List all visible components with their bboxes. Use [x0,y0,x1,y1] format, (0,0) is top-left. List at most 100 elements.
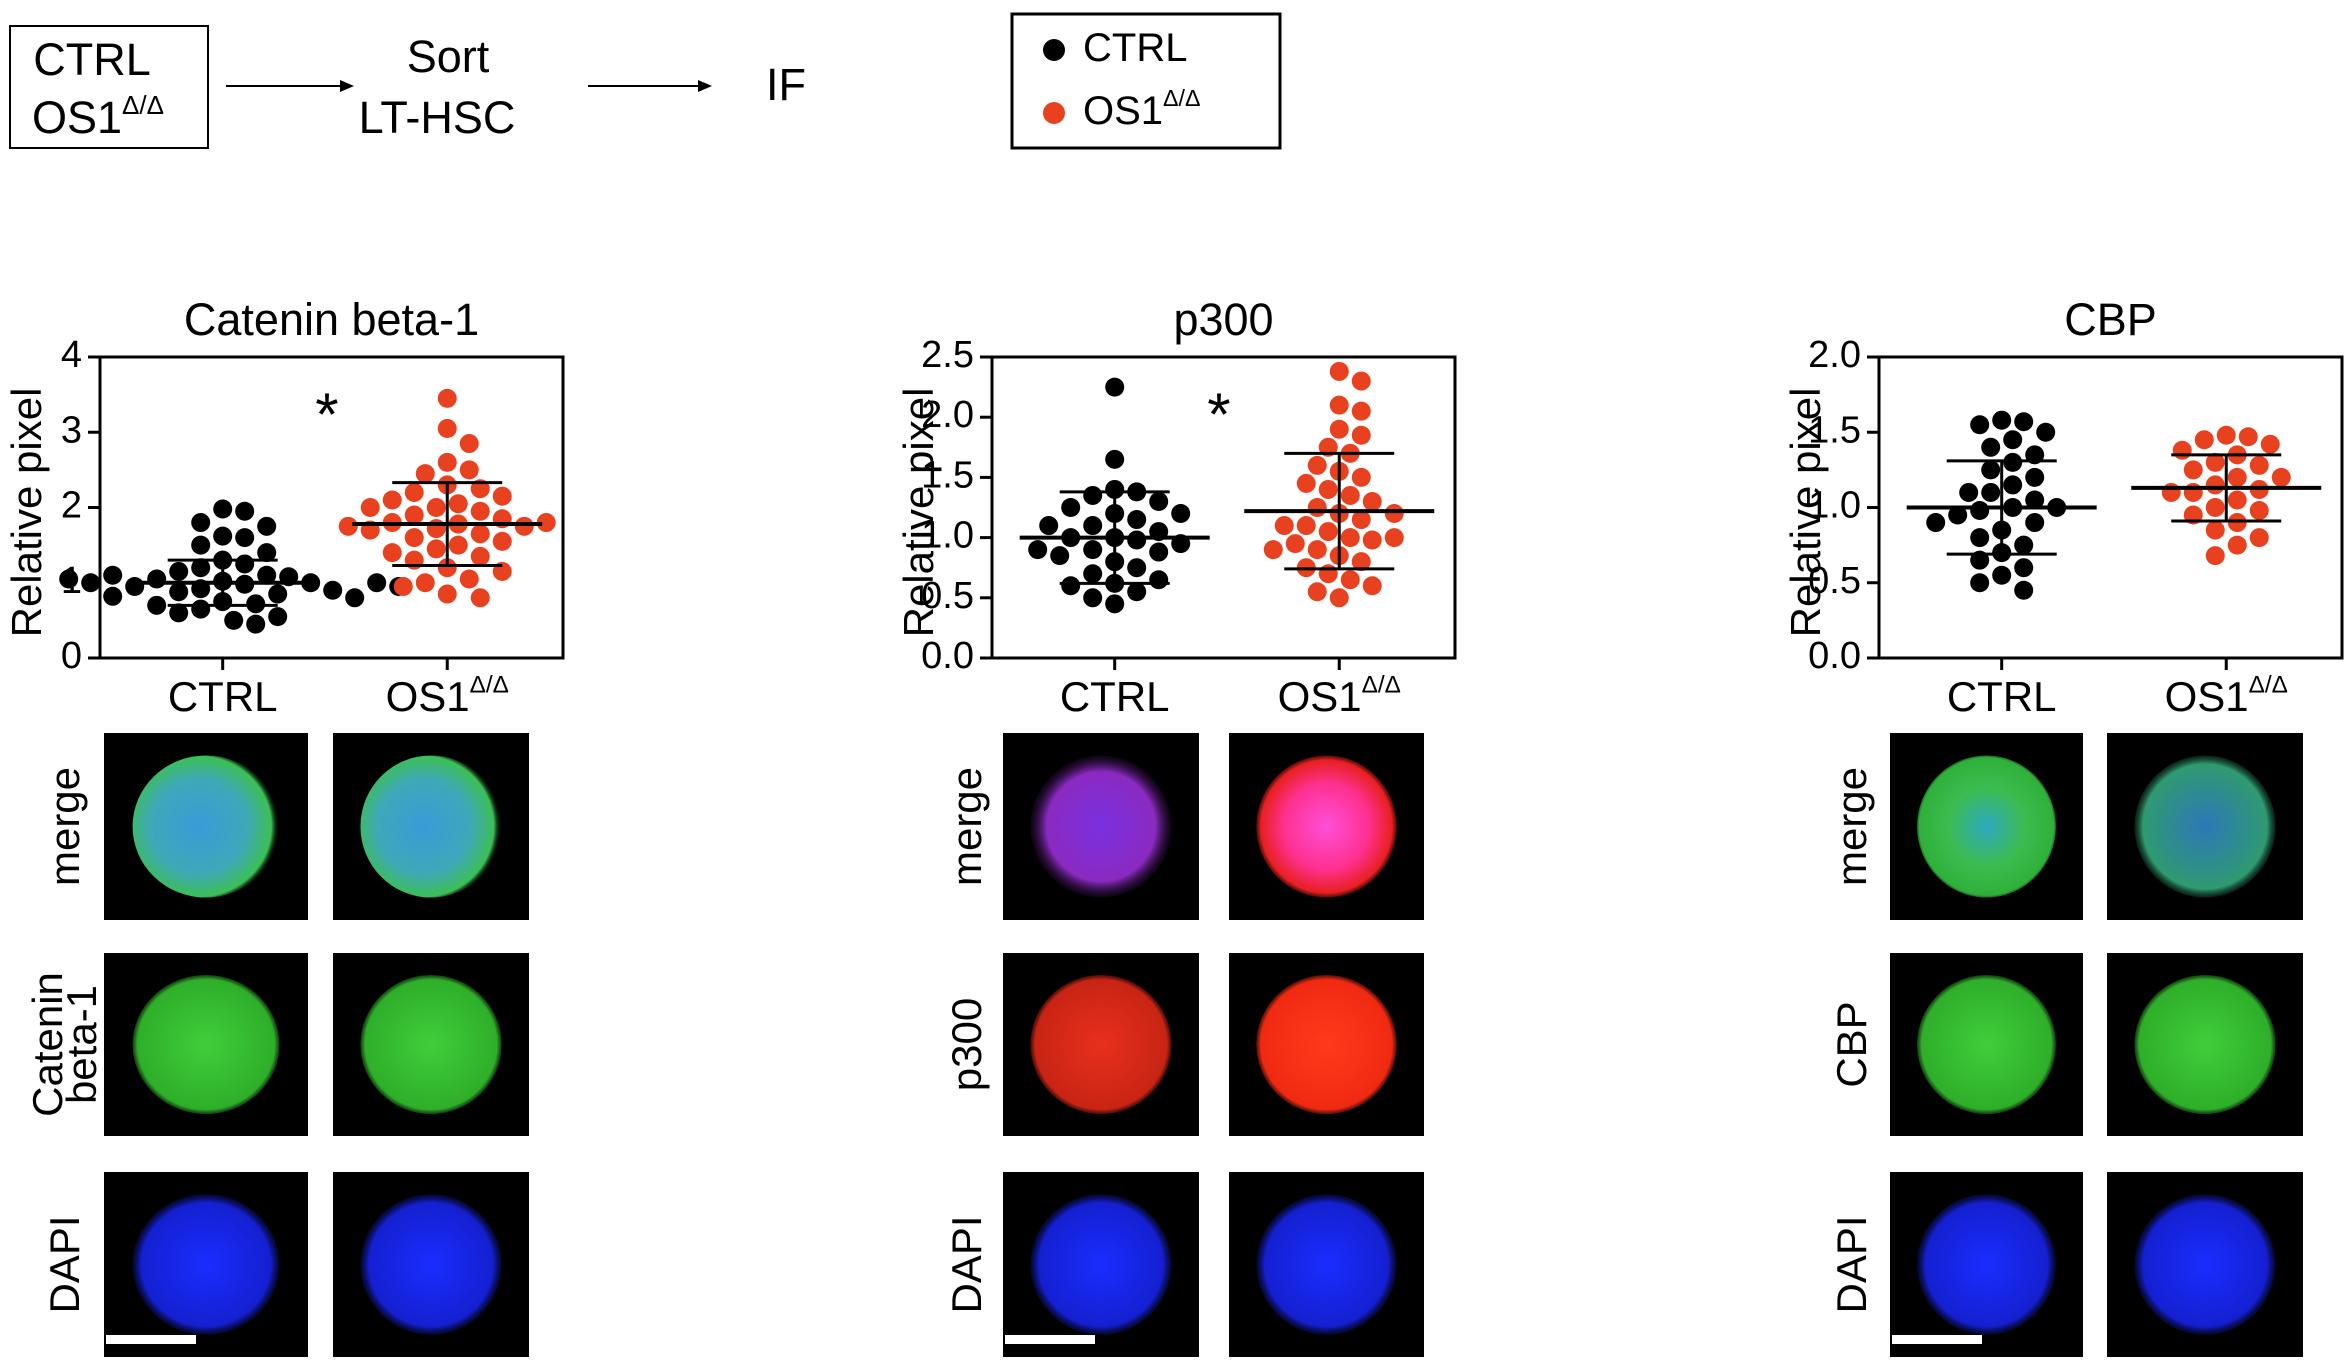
cell [360,974,502,1115]
y-tick-label: 0.0 [1808,635,1861,677]
row-label: merge [1828,767,1875,886]
data-point [169,561,189,581]
data-point [1351,371,1371,391]
data-point [536,513,556,533]
data-point [470,588,490,608]
x-tick-label-sup: Δ/Δ [470,672,509,699]
legend-label-sup: Δ/Δ [1163,85,1200,111]
data-point [323,580,343,600]
data-point [1329,395,1349,415]
data-point [382,490,402,510]
data-point [1351,425,1371,445]
data-point [1039,516,1059,536]
data-point [191,535,211,555]
data-point [2183,482,2203,502]
data-point [2249,528,2269,548]
data-point [1970,501,1990,521]
data-point [2227,513,2247,533]
data-point [2003,430,2023,450]
data-point [224,610,244,630]
data-point [213,526,233,546]
data-point [1948,505,1968,525]
data-point [1318,522,1338,542]
y-axis-label: Relative pixel [3,388,50,638]
data-point [257,565,277,585]
data-point [1926,513,1946,533]
y-tick-label: 1.0 [1808,485,1861,527]
data-point [415,464,435,484]
data-point [459,569,479,589]
x-tick-label: CTRL [1060,673,1170,720]
cell [2134,974,2276,1115]
data-point [1083,485,1103,505]
cell [2134,755,2276,898]
data-point [191,599,211,619]
flow-step: LT-HSC [359,92,516,143]
x-tick-label: OS1Δ/Δ [1278,672,1401,720]
significance: * [315,381,338,448]
x-tick-label: OS1Δ/Δ [386,672,509,720]
cell [1030,1194,1172,1335]
x-tick-label: CTRL [168,673,278,720]
data-point [2238,427,2258,447]
data-point [514,516,534,536]
scale-bar [1005,1335,1095,1344]
cell [132,1194,280,1335]
data-point [459,460,479,480]
data-point [1149,542,1169,562]
data-point [1340,570,1360,590]
chart-title: CBP [2064,294,2157,345]
data-point [1329,419,1349,439]
y-tick-label: 0.0 [921,635,974,677]
data-point [213,499,233,519]
data-point [2003,475,2023,495]
data-point [2205,520,2225,540]
data-point [1992,410,2012,430]
data-point [492,531,512,551]
data-point [1362,530,1382,550]
x-tick-label: CTRL [1947,673,2057,720]
data-point [2014,412,2034,432]
data-point [1959,482,1979,502]
data-point [169,603,189,623]
data-point [1028,540,1048,560]
data-point [1329,361,1349,381]
data-point [1105,594,1125,614]
data-point [1296,516,1316,536]
data-point [2194,430,2214,450]
y-tick-label: 4 [61,334,82,376]
data-point [268,607,288,627]
data-point [1340,485,1360,505]
data-point [404,528,424,548]
data-point [235,501,255,521]
data-point [345,588,365,608]
data-point [147,595,167,615]
cell [2134,1194,2276,1335]
data-point [448,494,468,514]
data-point [1083,564,1103,584]
legend-marker [1043,102,1065,124]
x-tick-label: CTRL [168,673,278,720]
legend-box [1010,12,1282,150]
data-point [437,418,457,438]
data-point [103,565,123,585]
data-point [382,543,402,563]
data-point [492,486,512,506]
flow-input: OS1 [32,92,122,143]
data-point [1050,546,1070,566]
data-point [1340,528,1360,548]
y-axis-label: Relative pixel [1782,388,1829,638]
legend-marker [1043,39,1065,61]
data-point [2183,460,2203,480]
data-point [2205,452,2225,472]
data-point [1127,510,1147,530]
data-point [1127,530,1147,550]
data-point [437,558,457,578]
x-tick-label: CTRL [1060,673,1170,720]
data-point [147,569,167,589]
chart-title: Catenin beta-1 [184,294,479,345]
data-point [1263,540,1283,560]
data-point [2025,513,2045,533]
y-tick-label: 3 [61,409,82,451]
flow-output: IF [766,59,806,110]
